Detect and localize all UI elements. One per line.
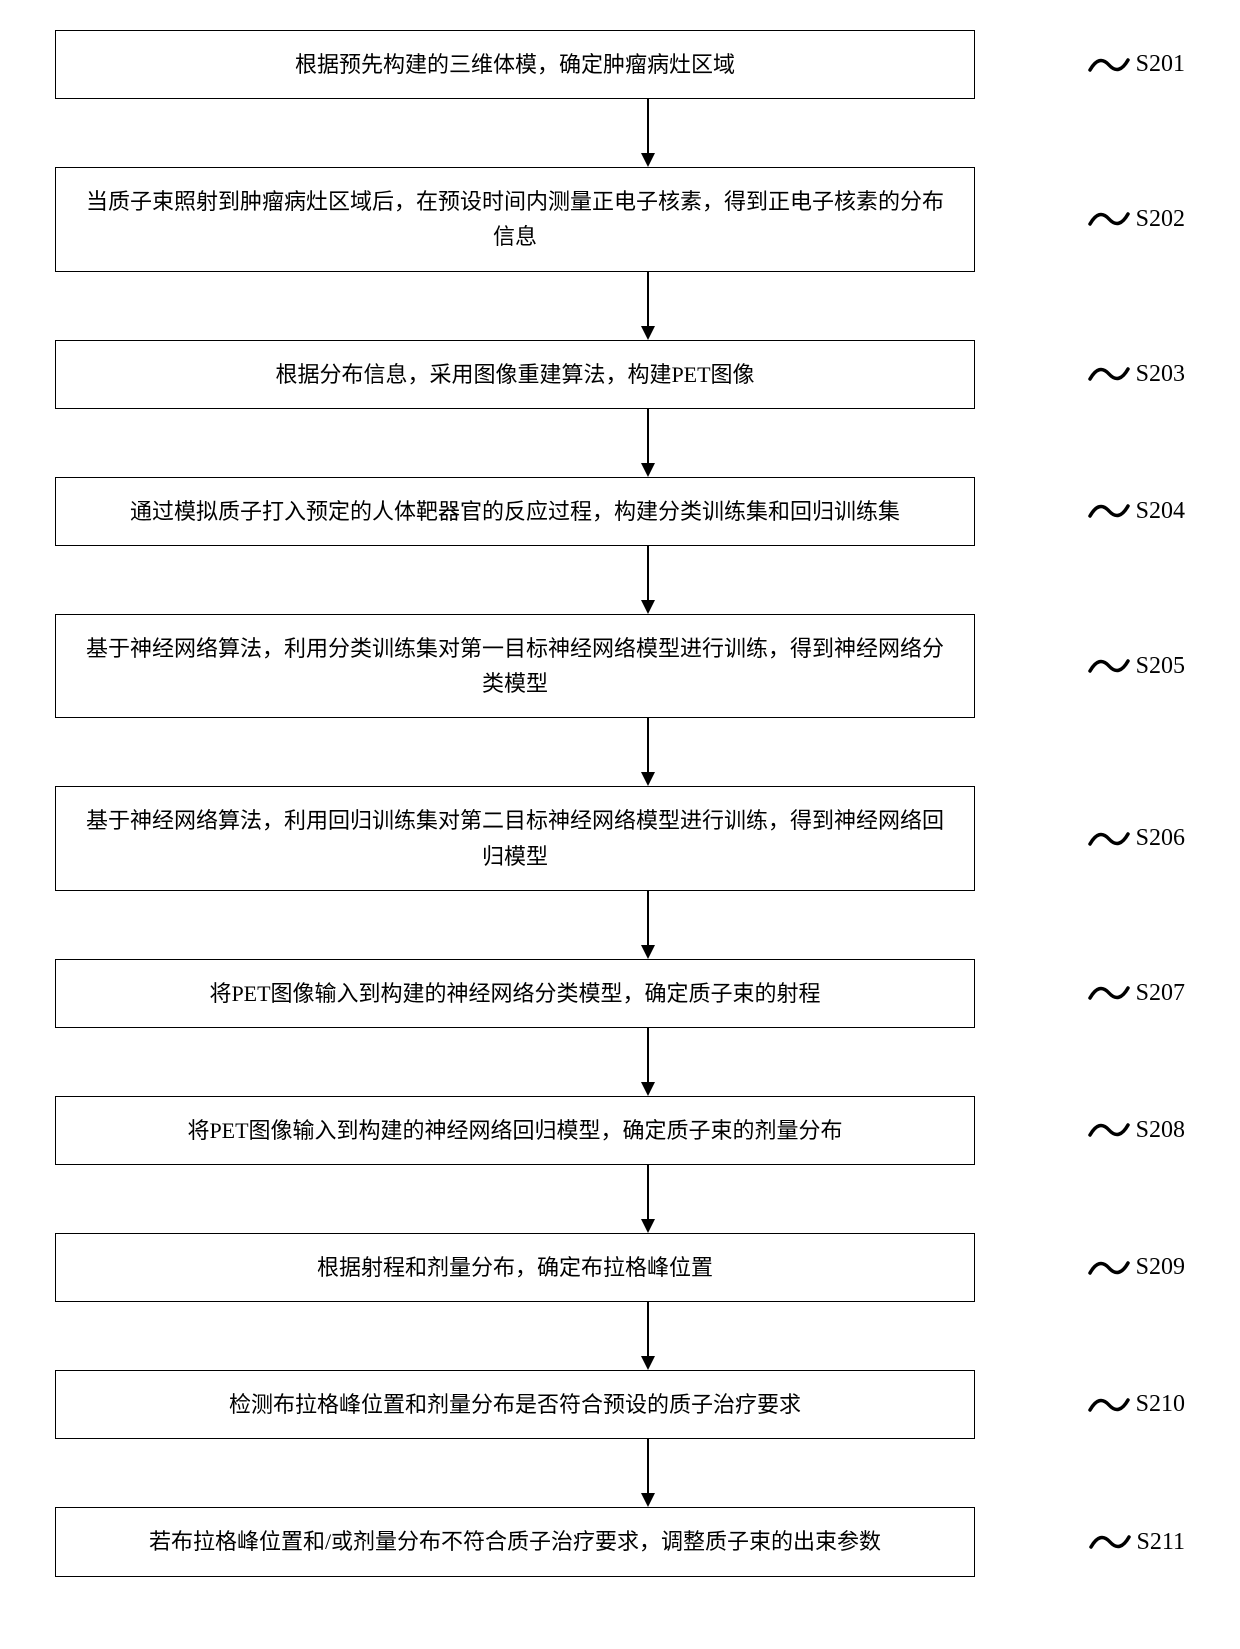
arrow-icon	[188, 1028, 1108, 1096]
tilde-icon	[1088, 651, 1130, 681]
tilde-icon	[1088, 1115, 1130, 1145]
arrow-icon	[188, 718, 1108, 786]
step-box-s204: 通过模拟质子打入预定的人体靶器官的反应过程，构建分类训练集和回归训练集	[55, 477, 975, 546]
step-row: 通过模拟质子打入预定的人体靶器官的反应过程，构建分类训练集和回归训练集 S204	[0, 477, 1240, 546]
step-row: 将PET图像输入到构建的神经网络分类模型，确定质子束的射程 S207	[0, 959, 1240, 1028]
arrow-icon	[188, 1302, 1108, 1370]
step-label-text: S202	[1136, 206, 1185, 233]
step-row: 基于神经网络算法，利用回归训练集对第二目标神经网络模型进行训练，得到神经网络回归…	[0, 786, 1240, 890]
arrow-icon	[188, 409, 1108, 477]
step-text: 通过模拟质子打入预定的人体靶器官的反应过程，构建分类训练集和回归训练集	[130, 494, 900, 529]
step-text: 若布拉格峰位置和/或剂量分布不符合质子治疗要求，调整质子束的出束参数	[149, 1524, 881, 1559]
step-box-s206: 基于神经网络算法，利用回归训练集对第二目标神经网络模型进行训练，得到神经网络回归…	[55, 786, 975, 890]
step-text: 根据预先构建的三维体模，确定肿瘤病灶区域	[295, 47, 735, 82]
step-row: 根据分布信息，采用图像重建算法，构建PET图像 S203	[0, 340, 1240, 409]
step-box-s211: 若布拉格峰位置和/或剂量分布不符合质子治疗要求，调整质子束的出束参数	[55, 1507, 975, 1576]
tilde-icon	[1088, 824, 1130, 854]
step-label-s206: S206	[1088, 824, 1185, 854]
step-label-text: S211	[1137, 1529, 1185, 1556]
arrow-icon	[188, 272, 1108, 340]
step-label-s205: S205	[1088, 651, 1185, 681]
step-label-text: S207	[1136, 980, 1185, 1007]
step-label-text: S205	[1136, 653, 1185, 680]
step-label-s211: S211	[1089, 1527, 1185, 1557]
step-text: 根据射程和剂量分布，确定布拉格峰位置	[317, 1250, 713, 1285]
step-label-s210: S210	[1088, 1390, 1185, 1420]
step-label-s204: S204	[1088, 496, 1185, 526]
step-label-text: S209	[1136, 1254, 1185, 1281]
step-row: 基于神经网络算法，利用分类训练集对第一目标神经网络模型进行训练，得到神经网络分类…	[0, 614, 1240, 718]
arrow-icon	[188, 546, 1108, 614]
step-label-s202: S202	[1088, 204, 1185, 234]
tilde-icon	[1088, 359, 1130, 389]
step-box-s205: 基于神经网络算法，利用分类训练集对第一目标神经网络模型进行训练，得到神经网络分类…	[55, 614, 975, 718]
step-box-s207: 将PET图像输入到构建的神经网络分类模型，确定质子束的射程	[55, 959, 975, 1028]
step-text: 将PET图像输入到构建的神经网络分类模型，确定质子束的射程	[209, 976, 820, 1011]
step-label-s201: S201	[1088, 50, 1185, 80]
step-row: 若布拉格峰位置和/或剂量分布不符合质子治疗要求，调整质子束的出束参数 S211	[0, 1507, 1240, 1576]
step-label-s203: S203	[1088, 359, 1185, 389]
step-text: 检测布拉格峰位置和剂量分布是否符合预设的质子治疗要求	[229, 1387, 801, 1422]
step-label-text: S208	[1136, 1117, 1185, 1144]
tilde-icon	[1088, 978, 1130, 1008]
step-text: 当质子束照射到肿瘤病灶区域后，在预设时间内测量正电子核素，得到正电子核素的分布信…	[80, 184, 950, 254]
flowchart-container: 根据预先构建的三维体模，确定肿瘤病灶区域 S201 当质子束照射到肿瘤病灶区域后…	[0, 30, 1240, 1577]
step-label-text: S203	[1136, 361, 1185, 388]
step-label-text: S201	[1136, 51, 1185, 78]
step-row: 当质子束照射到肿瘤病灶区域后，在预设时间内测量正电子核素，得到正电子核素的分布信…	[0, 167, 1240, 271]
step-row: 检测布拉格峰位置和剂量分布是否符合预设的质子治疗要求 S210	[0, 1370, 1240, 1439]
step-label-s207: S207	[1088, 978, 1185, 1008]
step-label-s208: S208	[1088, 1115, 1185, 1145]
arrow-icon	[188, 1165, 1108, 1233]
step-label-text: S206	[1136, 825, 1185, 852]
step-label-text: S204	[1136, 498, 1185, 525]
step-box-s201: 根据预先构建的三维体模，确定肿瘤病灶区域	[55, 30, 975, 99]
arrow-icon	[188, 99, 1108, 167]
tilde-icon	[1089, 1527, 1131, 1557]
step-label-text: S210	[1136, 1391, 1185, 1418]
tilde-icon	[1088, 1390, 1130, 1420]
step-row: 将PET图像输入到构建的神经网络回归模型，确定质子束的剂量分布 S208	[0, 1096, 1240, 1165]
tilde-icon	[1088, 204, 1130, 234]
arrow-icon	[188, 891, 1108, 959]
step-text: 将PET图像输入到构建的神经网络回归模型，确定质子束的剂量分布	[187, 1113, 842, 1148]
step-text: 根据分布信息，采用图像重建算法，构建PET图像	[275, 357, 754, 392]
step-text: 基于神经网络算法，利用回归训练集对第二目标神经网络模型进行训练，得到神经网络回归…	[80, 803, 950, 873]
step-row: 根据射程和剂量分布，确定布拉格峰位置 S209	[0, 1233, 1240, 1302]
tilde-icon	[1088, 50, 1130, 80]
step-box-s209: 根据射程和剂量分布，确定布拉格峰位置	[55, 1233, 975, 1302]
step-box-s203: 根据分布信息，采用图像重建算法，构建PET图像	[55, 340, 975, 409]
step-box-s208: 将PET图像输入到构建的神经网络回归模型，确定质子束的剂量分布	[55, 1096, 975, 1165]
tilde-icon	[1088, 1253, 1130, 1283]
step-text: 基于神经网络算法，利用分类训练集对第一目标神经网络模型进行训练，得到神经网络分类…	[80, 631, 950, 701]
step-row: 根据预先构建的三维体模，确定肿瘤病灶区域 S201	[0, 30, 1240, 99]
step-label-s209: S209	[1088, 1253, 1185, 1283]
arrow-icon	[188, 1439, 1108, 1507]
step-box-s202: 当质子束照射到肿瘤病灶区域后，在预设时间内测量正电子核素，得到正电子核素的分布信…	[55, 167, 975, 271]
tilde-icon	[1088, 496, 1130, 526]
step-box-s210: 检测布拉格峰位置和剂量分布是否符合预设的质子治疗要求	[55, 1370, 975, 1439]
